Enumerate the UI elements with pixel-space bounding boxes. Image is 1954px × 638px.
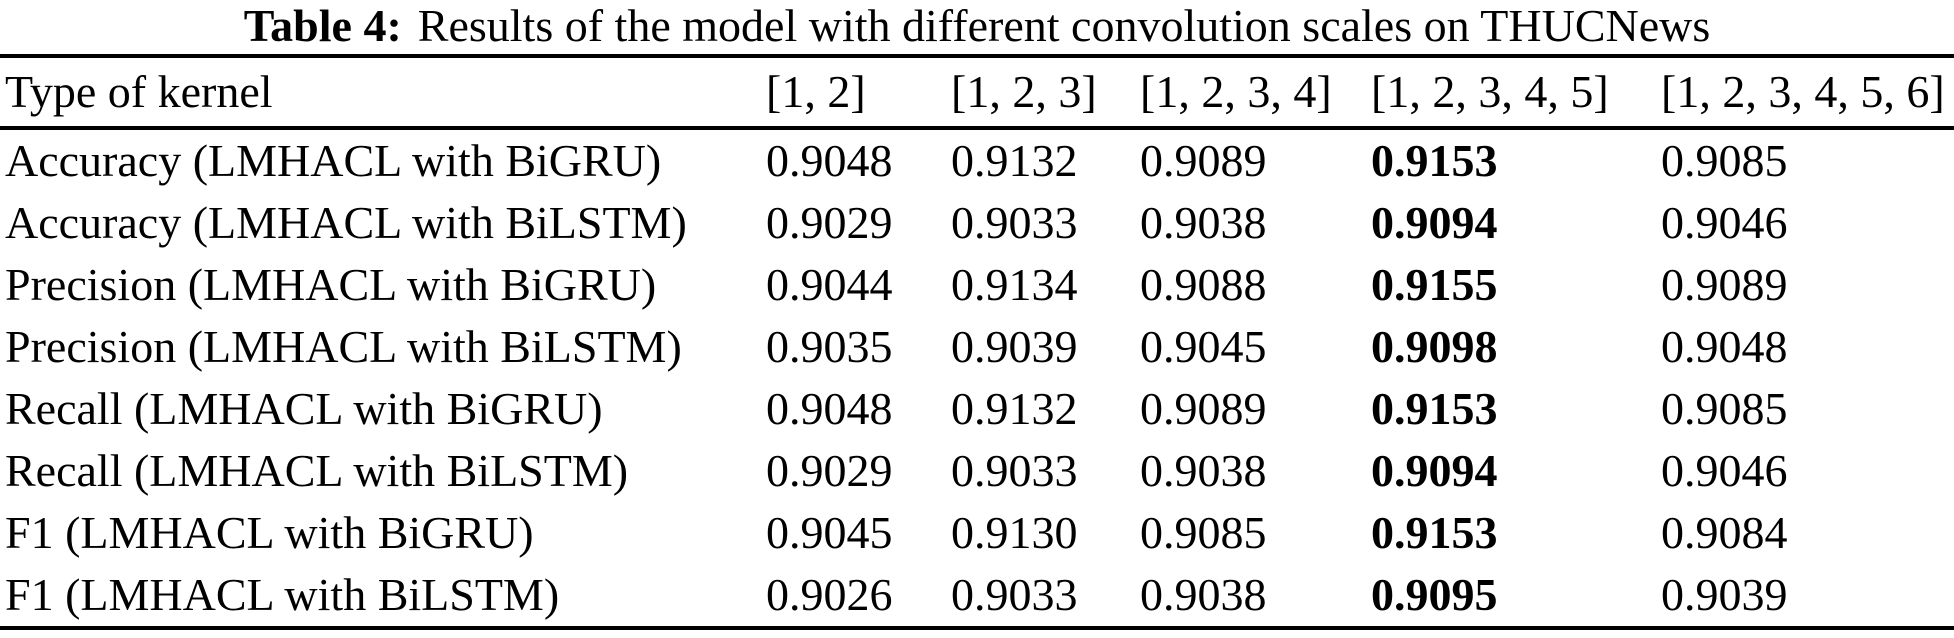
table-row: F1 (LMHACL with BiGRU) 0.9045 0.9130 0.9… [0,502,1954,564]
cell: 0.9033 [951,197,1078,248]
cell: 0.9048 [1661,321,1788,372]
cell: 0.9048 [766,383,893,434]
cell: 0.9033 [951,445,1078,496]
row-label: Accuracy (LMHACL with BiLSTM) [5,197,687,248]
column-header-scale-1-2-3-4: [1, 2, 3, 4] [1140,66,1332,117]
cell: 0.9039 [951,321,1078,372]
table-row: Precision (LMHACL with BiGRU) 0.9044 0.9… [0,254,1954,316]
cell-best: 0.9098 [1371,321,1498,372]
cell: 0.9084 [1661,507,1788,558]
table-row: Recall (LMHACL with BiGRU) 0.9048 0.9132… [0,378,1954,440]
cell: 0.9026 [766,569,893,620]
cell-best: 0.9153 [1371,135,1498,186]
row-label: Recall (LMHACL with BiGRU) [5,383,603,434]
cell: 0.9029 [766,445,893,496]
cell-best: 0.9153 [1371,507,1498,558]
table-caption-text: Results of the model with different conv… [417,0,1711,51]
table-row: Recall (LMHACL with BiLSTM) 0.9029 0.903… [0,440,1954,502]
cell: 0.9134 [951,259,1078,310]
cell-best: 0.9094 [1371,197,1498,248]
table-row: Precision (LMHACL with BiLSTM) 0.9035 0.… [0,316,1954,378]
cell: 0.9088 [1140,259,1267,310]
cell: 0.9046 [1661,445,1788,496]
table-row: Accuracy (LMHACL with BiGRU) 0.9048 0.91… [0,128,1954,192]
table-row: Accuracy (LMHACL with BiLSTM) 0.9029 0.9… [0,192,1954,254]
cell: 0.9089 [1661,259,1788,310]
row-label: Accuracy (LMHACL with BiGRU) [5,135,662,186]
row-label: F1 (LMHACL with BiLSTM) [5,569,560,620]
column-header-scale-1-2-3-4-5: [1, 2, 3, 4, 5] [1371,66,1609,117]
cell: 0.9085 [1140,507,1267,558]
cell: 0.9039 [1661,569,1788,620]
cell-best: 0.9153 [1371,383,1498,434]
row-label: F1 (LMHACL with BiGRU) [5,507,534,558]
cell: 0.9038 [1140,197,1267,248]
table-caption-number: Table 4: [243,0,402,51]
cell: 0.9132 [951,383,1078,434]
cell: 0.9046 [1661,197,1788,248]
cell-best: 0.9155 [1371,259,1498,310]
cell: 0.9044 [766,259,893,310]
table-caption: Table 4: Results of the model with differ… [0,1,1954,51]
cell: 0.9038 [1140,445,1267,496]
cell: 0.9045 [766,507,893,558]
column-header-scale-1-2-3: [1, 2, 3] [951,66,1097,117]
row-label: Precision (LMHACL with BiGRU) [5,259,657,310]
cell: 0.9089 [1140,383,1267,434]
results-table: Type of kernel [1, 2] [1, 2, 3] [1, 2, 3… [0,54,1954,630]
cell: 0.9130 [951,507,1078,558]
row-label: Recall (LMHACL with BiLSTM) [5,445,629,496]
cell-best: 0.9094 [1371,445,1498,496]
column-header-kernel-type: Type of kernel [5,66,273,117]
cell: 0.9089 [1140,135,1267,186]
cell: 0.9085 [1661,135,1788,186]
column-header-scale-1-2-3-4-5-6: [1, 2, 3, 4, 5, 6] [1661,66,1945,117]
cell: 0.9045 [1140,321,1267,372]
row-label: Precision (LMHACL with BiLSTM) [5,321,682,372]
cell: 0.9132 [951,135,1078,186]
cell: 0.9038 [1140,569,1267,620]
cell: 0.9029 [766,197,893,248]
cell: 0.9048 [766,135,893,186]
cell: 0.9085 [1661,383,1788,434]
cell-best: 0.9095 [1371,569,1498,620]
column-header-scale-1-2: [1, 2] [766,66,866,117]
cell: 0.9035 [766,321,893,372]
header-row: Type of kernel [1, 2] [1, 2, 3] [1, 2, 3… [0,56,1954,128]
table-row: F1 (LMHACL with BiLSTM) 0.9026 0.9033 0.… [0,564,1954,628]
cell: 0.9033 [951,569,1078,620]
